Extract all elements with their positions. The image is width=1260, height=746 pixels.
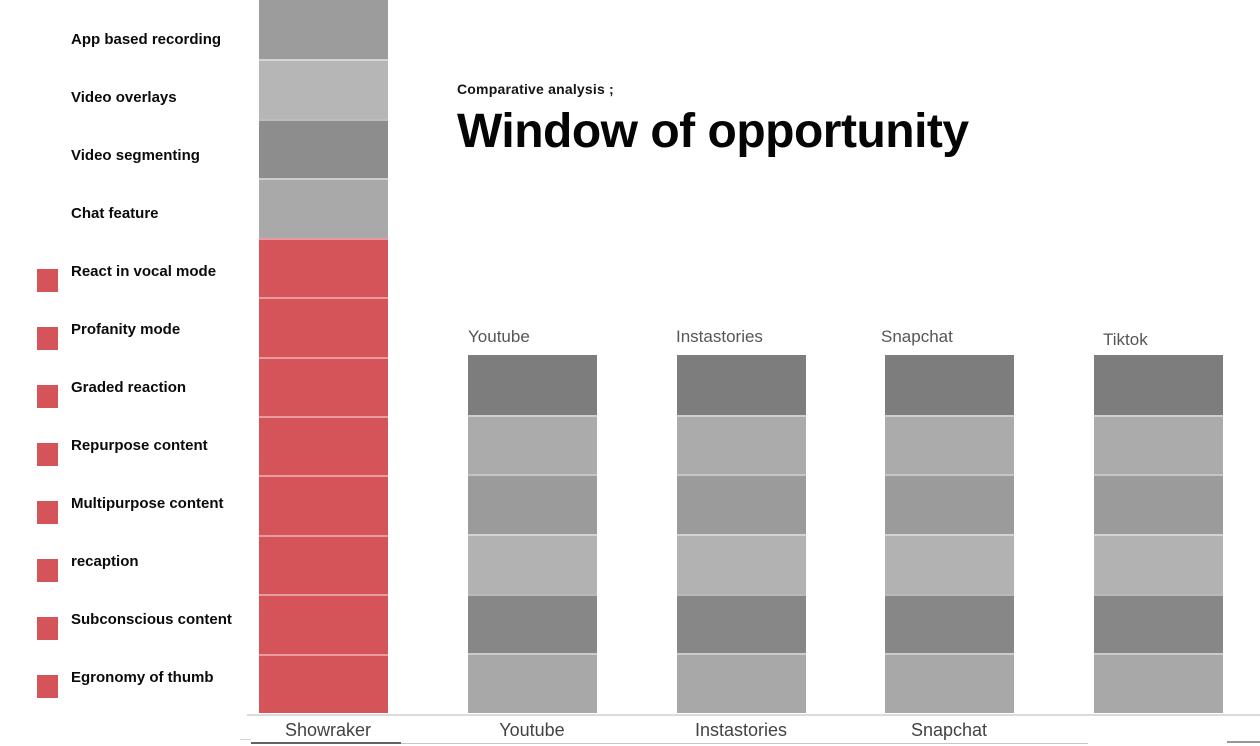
bar-segment: [1094, 653, 1223, 714]
legend-item-label: Video overlays: [71, 89, 177, 106]
showraker-underline: [251, 742, 401, 744]
bar-segment: [1094, 474, 1223, 535]
subtitle: Comparative analysis ;: [457, 81, 614, 97]
x-axis-label: Snapchat: [910, 720, 988, 740]
bar-segment: [259, 118, 388, 179]
legend-item: Video segmenting: [37, 144, 200, 168]
bar-segment: [885, 593, 1014, 654]
bar-segment: [259, 534, 388, 595]
bottom-border-line: [401, 743, 1088, 744]
legend-item-label: Graded reaction: [71, 379, 187, 396]
bar-segment: [259, 59, 388, 119]
feature-swatch-icon: [37, 501, 58, 524]
legend-item-label: Video segmenting: [71, 147, 200, 164]
feature-swatch-icon: [37, 327, 58, 350]
bar-segment: [1094, 534, 1223, 594]
bar-segment: [677, 414, 806, 475]
x-axis-label: Youtube: [499, 720, 565, 740]
bottom-border-left-tick: [240, 739, 251, 740]
legend-item-label: Profanity mode: [71, 321, 181, 338]
bar-label-tiktok: Tiktok: [1103, 330, 1148, 349]
bar-segment: [677, 355, 806, 415]
bar-segment: [885, 474, 1014, 535]
bar-segment: [468, 593, 597, 654]
bar-segment: [1094, 593, 1223, 654]
feature-swatch-icon: [37, 385, 58, 408]
bar-youtube: [468, 355, 597, 714]
bar-segment: [259, 178, 388, 238]
legend-item-label: React in vocal mode: [71, 263, 217, 280]
bar-label-youtube: Youtube: [468, 327, 530, 346]
x-axis-label: Showraker: [284, 720, 372, 740]
bar-segment: [259, 237, 388, 298]
legend-item-label: Repurpose content: [71, 437, 208, 454]
legend-item-label: Egronomy of thumb: [71, 669, 214, 686]
bar-segment: [259, 0, 388, 60]
legend-item-label: Chat feature: [71, 205, 159, 222]
bar-segment: [468, 414, 597, 475]
legend-item: Multipurpose content: [37, 492, 224, 524]
bar-segment: [468, 355, 597, 415]
legend-item: Repurpose content: [37, 434, 208, 466]
legend-item: Video overlays: [37, 86, 177, 110]
legend-item: Egronomy of thumb: [37, 666, 214, 698]
bar-segment: [677, 534, 806, 594]
bar-segment: [259, 356, 388, 416]
bar-instastories: [677, 355, 806, 714]
bar-segment: [1094, 414, 1223, 475]
bottom-border-right-stub: [1227, 741, 1260, 743]
legend-item: recaption: [37, 550, 139, 582]
feature-swatch-icon: [37, 617, 58, 640]
legend-item: React in vocal mode: [37, 260, 217, 292]
x-axis-label: Instastories: [694, 720, 788, 740]
bar-segment: [468, 534, 597, 594]
feature-swatch-icon: [37, 675, 58, 698]
bar-segment: [1094, 355, 1223, 415]
bar-segment: [885, 534, 1014, 594]
bar-snapchat: [885, 355, 1014, 714]
page-title: Window of opportunity: [457, 105, 969, 158]
legend-item: Subconscious content: [37, 608, 232, 640]
legend-item: Profanity mode: [37, 318, 181, 350]
feature-swatch-icon: [37, 269, 58, 292]
legend-item: App based recording: [37, 28, 221, 52]
bar-segment: [885, 355, 1014, 415]
bar-segment: [259, 594, 388, 654]
bar-segment: [259, 653, 388, 714]
feature-swatch-icon: [37, 443, 58, 466]
bar-segment: [468, 474, 597, 535]
bar-showraker: [259, 0, 388, 714]
legend-item-label: recaption: [71, 553, 139, 570]
legend-item: Graded reaction: [37, 376, 187, 408]
bar-label-instastories: Instastories: [676, 327, 763, 346]
legend-item-label: Multipurpose content: [71, 495, 224, 512]
bar-tiktok: [1094, 355, 1223, 714]
legend-item-label: App based recording: [71, 31, 222, 48]
bar-segment: [885, 653, 1014, 714]
bar-segment: [677, 593, 806, 654]
feature-swatch-icon: [37, 559, 58, 582]
bar-segment: [677, 474, 806, 535]
x-axis-line: [247, 714, 1260, 716]
legend-item: Chat feature: [37, 202, 159, 226]
bar-label-snapchat: Snapchat: [881, 327, 953, 346]
bar-segment: [677, 653, 806, 714]
bar-segment: [259, 415, 388, 476]
legend-item-label: Subconscious content: [71, 611, 232, 628]
bar-segment: [259, 297, 388, 357]
bar-segment: [259, 475, 388, 535]
bar-segment: [885, 414, 1014, 475]
bar-segment: [468, 653, 597, 714]
title-block: Comparative analysis ; Window of opportu…: [457, 81, 969, 158]
